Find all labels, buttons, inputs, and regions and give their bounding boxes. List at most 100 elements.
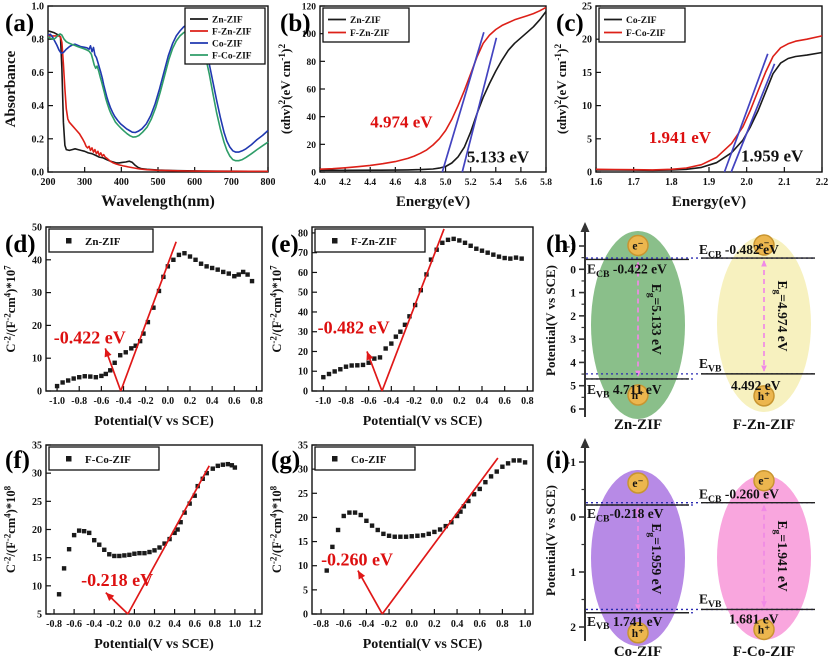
svg-text:h⁺: h⁺ [632,628,644,640]
svg-text:30: 30 [298,327,308,338]
svg-text:-1: -1 [566,457,576,469]
svg-text:2.0: 2.0 [740,177,753,188]
svg-text:-0.482 eV: -0.482 eV [318,318,390,338]
chart-c-canvas: 1.6 1.7 1.8 1.9 2.0 2.1 2.2 0 5 10 15 20 25 1.941 eV 1… [554,2,828,211]
svg-text:0.4: 0.4 [206,396,219,407]
svg-text:0.8: 0.8 [209,619,222,630]
svg-text:Zn-ZIF: Zn-ZIF [614,417,662,433]
svg-text:0.6: 0.6 [228,396,241,407]
svg-text:0.8: 0.8 [496,619,509,630]
svg-text:0.4: 0.4 [451,619,464,630]
svg-text:(αhv)2(eV cm-1)2: (αhv)2(eV cm-1)2 [278,44,293,135]
svg-text:Potential(V vs SCE): Potential(V vs SCE) [543,485,558,596]
svg-text:1.959 eV: 1.959 eV [741,146,804,165]
svg-text:5.2: 5.2 [465,178,477,188]
svg-text:-1.0: -1.0 [49,396,65,407]
panel-i-band-diagram: Eg=1.959 eV e⁻ h⁺ ECB-0.218 eV EVB 1.741 eV C… [543,437,830,660]
svg-text:0.2: 0.2 [428,619,441,630]
svg-text:4.492 eV: 4.492 eV [731,378,781,393]
panel-d-mott-schottky-chart: -1.0 -0.8 -0.6 -0.4 -0.2 0.0 0.2 0.4 0.6 0.8 0 10 20… [2,221,268,435]
svg-text:-0.218 eV: -0.218 eV [81,570,153,590]
svg-text:e⁻: e⁻ [632,478,643,490]
svg-text:40: 40 [32,255,42,266]
svg-text:-0.8: -0.8 [46,619,62,630]
svg-text:0.0: 0.0 [162,396,175,407]
svg-text:Energy(eV): Energy(eV) [672,194,746,210]
svg-text:-0.260 eV: -0.260 eV [321,550,393,570]
svg-text:0: 0 [303,387,308,398]
svg-text:e⁻: e⁻ [758,240,769,252]
svg-text:F-Zn-ZIF: F-Zn-ZIF [212,28,252,38]
svg-text:Zn-ZIF: Zn-ZIF [350,16,381,26]
svg-text:0: 0 [303,610,308,621]
svg-text:80: 80 [298,228,308,239]
svg-text:-0.4: -0.4 [116,396,132,407]
svg-text:20: 20 [298,347,308,358]
svg-text:-1.0: -1.0 [315,396,331,407]
svg-text:Potential(V vs SCE): Potential(V vs SCE) [363,414,483,429]
svg-text:15: 15 [582,68,592,79]
svg-text:-0.6: -0.6 [336,619,352,630]
svg-text:5.8: 5.8 [540,178,552,188]
svg-text:10: 10 [298,561,308,572]
panel-g-mott-schottky-chart: -0.8 -0.6 -0.4 -0.2 0.0 0.2 0.4 0.6 0.8 1.0 0 5 10 15… [268,437,540,660]
svg-text:EVB: EVB [699,591,722,609]
svg-text:-0.4: -0.4 [383,396,399,407]
chart-f-canvas: -0.8 -0.6 -0.4 -0.2 0.0 0.2 0.4 0.6 0.8 1.0 1.2 5 10… [2,441,263,652]
svg-text:0.2: 0.2 [453,396,466,407]
svg-text:Co-ZIF: Co-ZIF [626,16,657,26]
svg-text:1.6: 1.6 [590,177,603,188]
panel-h-band-diagram: Eg=5.133 eV e⁻ h⁺ ECB -0.422 eV EVB 4.711 eV… [543,221,830,436]
svg-text:1.7: 1.7 [627,177,640,188]
svg-text:5.0: 5.0 [440,178,452,188]
svg-text:10: 10 [32,581,42,592]
panel-b-tauc-chart: 4.0 4.2 4.4 4.6 4.8 5.0 5.2 5.4 5.6 5.8 0 20 40 60 80 1… [277,0,553,218]
svg-text:0: 0 [570,512,576,524]
svg-text:1.0: 1.0 [519,619,532,630]
svg-text:Co-ZIF: Co-ZIF [614,644,662,660]
svg-text:0: 0 [570,264,576,276]
svg-text:70: 70 [298,248,308,259]
svg-text:1: 1 [570,288,576,300]
svg-text:4.2: 4.2 [339,178,351,188]
panel-letter-c: (c) [556,10,584,37]
svg-text:F-Zn-ZIF: F-Zn-ZIF [350,29,390,39]
svg-text:F-Zn-ZIF: F-Zn-ZIF [351,236,397,248]
svg-text:80: 80 [307,58,317,68]
svg-text:5.133 eV: 5.133 eV [467,147,530,166]
svg-text:-0.8: -0.8 [338,396,354,407]
svg-text:300: 300 [77,177,92,188]
svg-text:0.2: 0.2 [32,134,45,145]
svg-text:1.8: 1.8 [665,177,678,188]
svg-text:F-Co-ZIF: F-Co-ZIF [626,29,666,39]
svg-text:0.2: 0.2 [148,619,161,630]
svg-text:Wavelength(nm): Wavelength(nm) [101,193,215,210]
svg-text:1.0: 1.0 [32,2,45,13]
panel-f-mott-schottky-chart: -0.8 -0.6 -0.4 -0.2 0.0 0.2 0.4 0.6 0.8 1.0 1.2 5 10… [2,437,268,660]
svg-text:C-2/(F-2cm4)*108: C-2/(F-2cm4)*108 [2,485,18,573]
svg-text:50: 50 [298,288,308,299]
svg-text:EVB 1.741 eV: EVB 1.741 eV [587,614,663,632]
panel-letter-g: (g) [271,447,301,474]
svg-text:F-Zn-ZIF: F-Zn-ZIF [733,417,796,433]
svg-text:-0.8: -0.8 [313,619,329,630]
chart-g-canvas: -0.8 -0.6 -0.4 -0.2 0.0 0.2 0.4 0.6 0.8 1.0 0 5 10 15… [268,441,534,652]
svg-text:ECB-0.218 eV: ECB-0.218 eV [587,506,664,524]
svg-text:-0.4: -0.4 [86,619,102,630]
svg-text:-0.2: -0.2 [138,396,154,407]
svg-text:4.4: 4.4 [364,178,376,188]
svg-text:100: 100 [302,30,317,40]
svg-text:0.6: 0.6 [473,619,486,630]
svg-text:h⁺: h⁺ [632,390,644,402]
svg-text:0.4: 0.4 [32,101,45,112]
svg-text:-0.2: -0.2 [381,619,397,630]
svg-text:0.4: 0.4 [476,396,489,407]
svg-text:Eg=4.974 eV: Eg=4.974 eV [772,280,790,351]
panel-e-mott-schottky-chart: -1.0 -0.8 -0.6 -0.4 -0.2 0.0 0.2 0.4 0.6 0.8 0 10 20… [268,221,540,435]
chart-h-canvas: Eg=5.133 eV e⁻ h⁺ ECB -0.422 eV EVB 4.711 eV… [543,222,815,433]
svg-text:5.4: 5.4 [490,178,502,188]
svg-text:C-2/(F-2cm4)*107: C-2/(F-2cm4)*107 [2,265,18,353]
svg-text:-0.4: -0.4 [358,619,374,630]
svg-text:ECB -0.482 eV: ECB -0.482 eV [699,242,779,260]
svg-text:1.9: 1.9 [703,177,716,188]
